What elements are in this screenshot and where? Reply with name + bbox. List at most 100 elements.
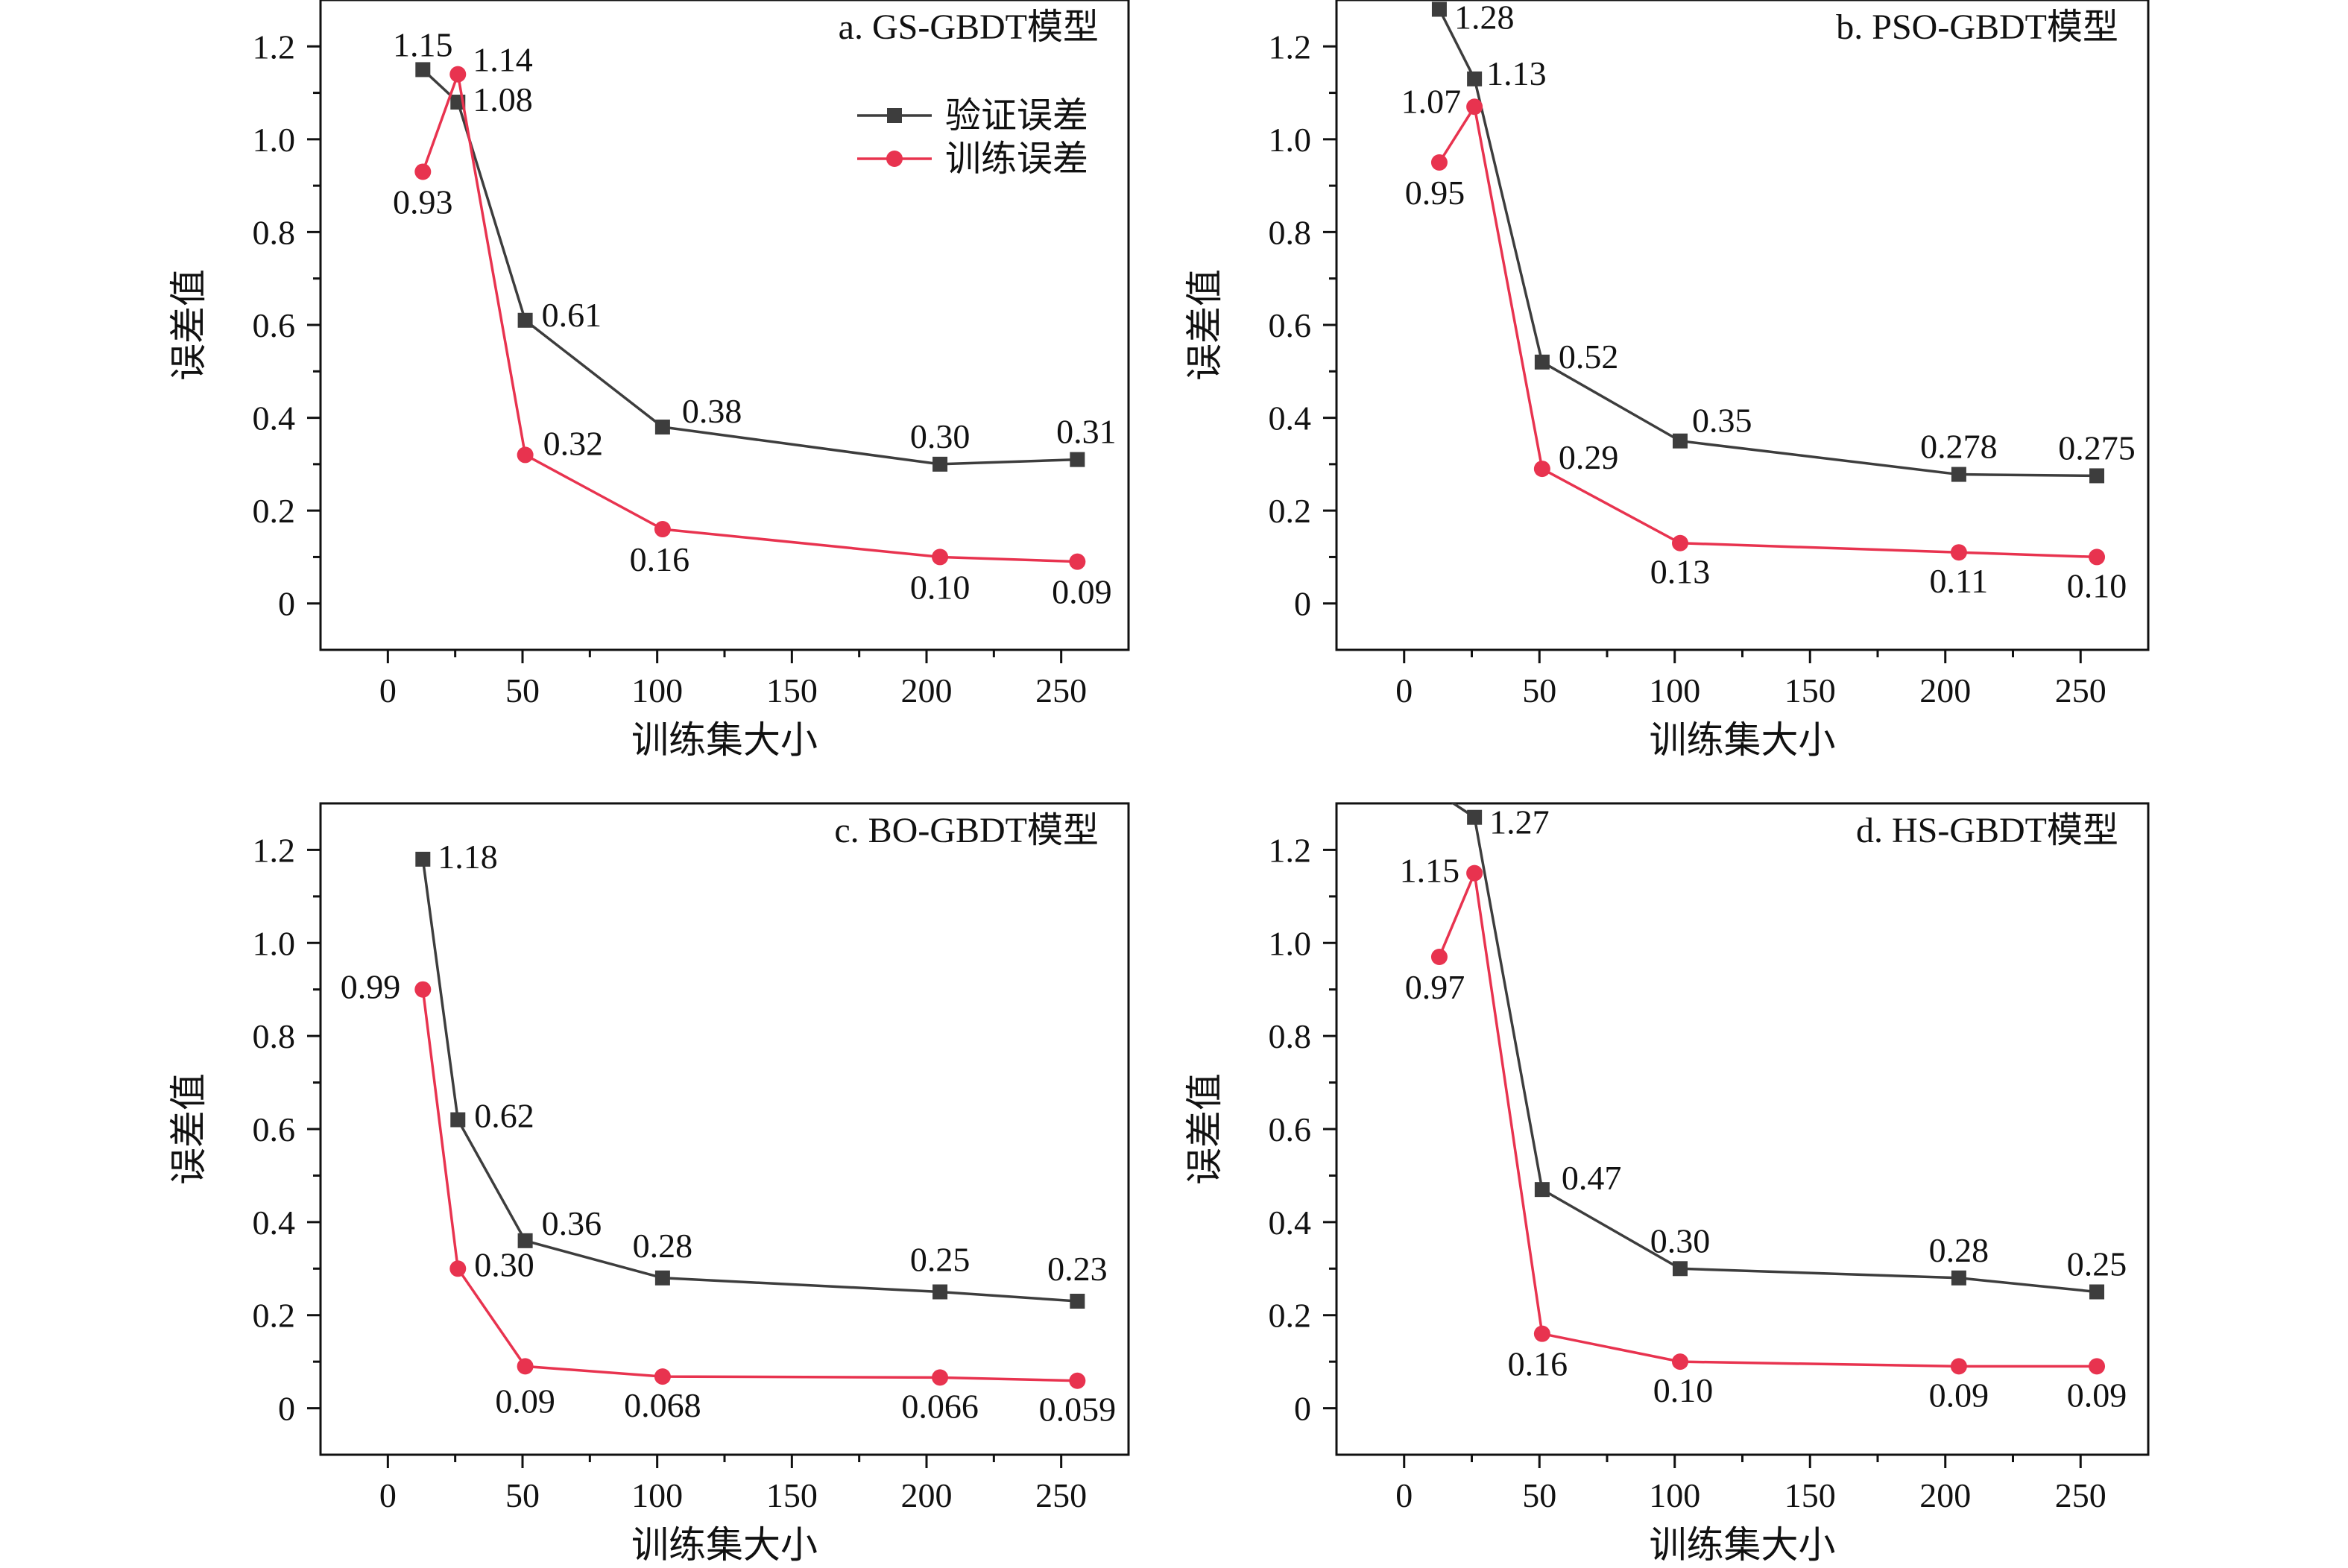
data-label: 1.15	[393, 25, 453, 63]
y-tick-label: 0.2	[253, 1297, 296, 1335]
validation-point	[1070, 1293, 1085, 1309]
y-tick-label: 0	[278, 1390, 295, 1428]
x-axis-label: 训练集大小	[1650, 1524, 1836, 1564]
y-tick-label: 1.0	[253, 121, 296, 159]
y-tick-label: 1.0	[253, 924, 296, 962]
data-label: 0.99	[341, 968, 401, 1006]
y-tick-label: 1.2	[253, 831, 296, 869]
chart-panel-c: 0 50 100 150 200 250 0 0.2 0.4 0.6 0.8 1.0 1.2 训练集大小 误…	[168, 802, 1130, 1566]
validation-point	[654, 1270, 670, 1286]
validation-point	[2089, 1284, 2105, 1300]
data-label: 1.07	[1401, 82, 1462, 120]
validation-point	[1467, 809, 1483, 825]
data-label: 1.15	[1400, 852, 1460, 890]
data-label: 0.066	[901, 1387, 979, 1425]
validation-point	[1070, 452, 1085, 467]
data-label: 0.16	[1508, 1345, 1568, 1383]
series-layer	[1430, 1, 2106, 566]
x-tick-label: 100	[631, 1476, 683, 1514]
y-tick-label: 0.6	[253, 1110, 296, 1148]
validation-point	[932, 1284, 948, 1300]
data-label: 0.95	[1405, 174, 1465, 212]
data-label: 0.38	[682, 392, 742, 430]
data-label: 0.62	[474, 1097, 534, 1135]
training-point	[1069, 553, 1086, 570]
series-line-training	[1438, 868, 2098, 1368]
legend-label: 验证误差	[945, 96, 1088, 136]
y-tick-label: 0.4	[253, 399, 296, 437]
training-point	[1069, 1372, 1086, 1389]
training-point	[1430, 949, 1448, 966]
data-label: 0.30	[474, 1245, 534, 1283]
plot-frame	[1335, 802, 2150, 1456]
data-label: 0.10	[2067, 566, 2127, 604]
series-layer	[414, 62, 1086, 570]
y-tick-label: 0.2	[253, 492, 296, 530]
y-axis-label: 误差值	[168, 269, 209, 381]
legend-marker	[887, 108, 902, 123]
data-label: 0.10	[1653, 1371, 1714, 1409]
data-label: 0.36	[542, 1204, 602, 1242]
validation-point	[1432, 787, 1447, 802]
x-tick-label: 0	[1395, 1476, 1413, 1514]
data-label: 1.18	[438, 838, 498, 876]
data-label: 0.275	[2058, 429, 2136, 467]
validation-point	[654, 420, 670, 435]
y-tick-label: 0	[1294, 1390, 1311, 1428]
x-tick-label: 0	[379, 1476, 397, 1514]
x-tick-label: 50	[505, 671, 540, 709]
data-label: 0.52	[1559, 338, 1619, 376]
data-label: 0.11	[1930, 562, 1989, 600]
y-tick-label: 0.8	[253, 213, 296, 251]
training-point	[517, 1358, 534, 1375]
data-label: 0.29	[1559, 438, 1619, 476]
validation-point	[1431, 1, 1447, 17]
x-tick-label: 0	[379, 671, 397, 709]
data-label: 1.08	[473, 80, 533, 118]
validation-point	[1673, 1261, 1688, 1277]
x-tick-label: 150	[1784, 671, 1836, 709]
training-point	[1533, 461, 1550, 478]
training-point	[654, 1368, 671, 1385]
validation-point	[1673, 433, 1688, 449]
data-label: 1.28	[1454, 0, 1515, 36]
x-tick-label: 150	[766, 1476, 818, 1514]
y-tick-label: 0.2	[1269, 1297, 1312, 1335]
data-label: 0.09	[2067, 1376, 2127, 1414]
y-axis-label: 误差值	[1184, 1073, 1225, 1185]
x-tick-label: 150	[766, 671, 818, 709]
y-axis-label: 误差值	[1184, 269, 1225, 381]
data-label: 1.27	[1489, 803, 1549, 841]
x-tick-label: 100	[1649, 1476, 1700, 1514]
training-point	[1466, 98, 1483, 116]
data-label: 0.47	[1562, 1159, 1622, 1197]
data-label: 0.32	[543, 424, 604, 462]
data-label: 0.059	[1039, 1391, 1117, 1429]
training-point	[1950, 1358, 1967, 1375]
data-label: 0.13	[1650, 553, 1711, 591]
series-line-validation	[1438, 8, 2098, 478]
training-point	[932, 549, 949, 566]
series-line-validation	[421, 859, 1078, 1303]
x-axis-label: 训练集大小	[1650, 719, 1836, 761]
y-tick-label: 0.4	[1269, 1204, 1312, 1242]
validation-point	[415, 62, 431, 78]
x-tick-label: 50	[1522, 1476, 1556, 1514]
y-tick-label: 1.0	[1269, 121, 1312, 159]
training-point	[1466, 864, 1483, 882]
x-tick-label: 100	[1649, 671, 1700, 709]
chart-title: a. GS-GBDT模型	[839, 7, 1099, 47]
data-label: 0.61	[542, 296, 602, 334]
x-tick-label: 250	[2055, 671, 2106, 709]
data-label: 0.16	[630, 540, 690, 578]
data-label: 0.30	[910, 417, 971, 455]
training-point	[1533, 1325, 1550, 1342]
y-tick-label: 0.8	[1269, 213, 1312, 251]
validation-point	[2089, 468, 2105, 484]
legend-label: 训练误差	[945, 139, 1088, 179]
y-tick-label: 1.0	[1269, 924, 1312, 962]
x-tick-label: 0	[1395, 671, 1413, 709]
data-label: 0.068	[624, 1386, 701, 1424]
y-tick-label: 0.8	[253, 1017, 296, 1055]
